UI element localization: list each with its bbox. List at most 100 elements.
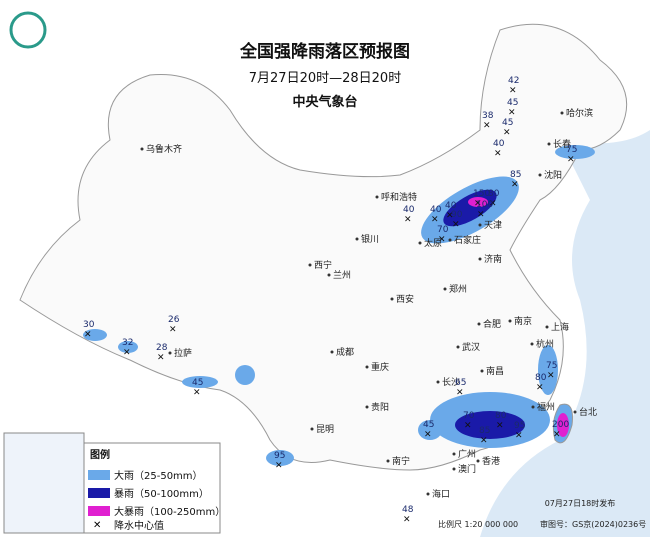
rain-center-value: 75: [566, 145, 577, 155]
city-dot: [478, 223, 482, 227]
rain-center-cross: ✕: [483, 121, 491, 131]
rain-center-value: 80: [535, 373, 547, 383]
rain-center-cross: ✕: [494, 149, 502, 159]
city-label: 杭州: [536, 338, 554, 350]
city-dot: [477, 322, 481, 326]
city-label: 南京: [514, 315, 532, 327]
rain-center-value: 70: [463, 411, 475, 421]
inset-map: [3, 432, 85, 534]
rain-center-cross: ✕: [193, 388, 201, 398]
city-dot: [531, 405, 535, 409]
legend-swatch: [88, 506, 110, 516]
title: 全国强降雨落区预报图: [239, 41, 410, 62]
rain-center-value: 150: [473, 189, 490, 199]
city-label: 哈尔滨: [566, 107, 593, 119]
city-label: 南宁: [392, 455, 410, 467]
city-label: 天津: [484, 220, 502, 231]
city-label: 台北: [579, 406, 597, 418]
heavy-rain-area: [235, 365, 255, 385]
sea: [480, 130, 650, 537]
rain-center-cross: ✕: [511, 180, 519, 190]
rain-center-cross: ✕: [438, 235, 446, 245]
rain-center-cross: ✕: [496, 421, 504, 431]
rain-center-cross: ✕: [84, 330, 92, 340]
city-dot: [355, 237, 359, 241]
rain-center-value: 40: [403, 205, 415, 215]
city-dot: [476, 459, 480, 463]
rain-areas: [83, 145, 595, 466]
legend-item: 降水中心值: [114, 519, 164, 532]
city-dot: [418, 241, 422, 245]
city-label: 长春: [553, 138, 571, 150]
city-label: 福州: [537, 401, 555, 413]
city-dot: [480, 369, 484, 373]
city-label: 郑州: [449, 283, 467, 295]
issued-time: 07月27日18时发布: [545, 498, 616, 508]
city-label: 成都: [336, 346, 354, 358]
city-label: 重庆: [371, 361, 389, 373]
rain-center-cross: ✕: [424, 430, 432, 440]
legend-item: 大雨（25-50mm）: [114, 469, 203, 482]
city-dot: [508, 319, 512, 323]
city-dot: [448, 238, 452, 242]
rain-center-cross: ✕: [474, 199, 482, 209]
city-label: 香港: [482, 455, 500, 467]
city-dot: [573, 410, 577, 414]
city-label: 上海: [551, 321, 569, 333]
rain-center-value: 38: [482, 111, 494, 121]
legend-item: 暴雨（50-100mm）: [114, 488, 209, 500]
city-dot: [375, 195, 379, 199]
city-label: 武汉: [462, 341, 480, 353]
rain-center-cross: ✕: [477, 210, 485, 220]
rain-center-cross: ✕: [404, 215, 412, 225]
rain-center-cross: ✕: [503, 128, 511, 138]
legend-swatch: [88, 488, 110, 498]
heavy-rain-area: [182, 376, 218, 388]
city-dot: [365, 405, 369, 409]
logo: [9, 11, 47, 49]
rain-center-value: 70: [437, 225, 449, 235]
china-outline: [19, 23, 628, 471]
rain-center-value: 30: [83, 320, 95, 330]
city-dot: [310, 427, 314, 431]
rain-center-cross: ✕: [509, 86, 517, 96]
city-label: 海口: [432, 488, 450, 500]
city-label: 西安: [396, 293, 414, 305]
city-label: 拉萨: [174, 347, 192, 359]
rain-center-value: 26: [168, 315, 180, 325]
rain-center-cross: ✕: [480, 436, 488, 446]
rain-center-value: 40: [493, 139, 505, 149]
rain-center-value: 42: [508, 76, 519, 86]
city-dot: [330, 350, 334, 354]
city-dot: [547, 142, 551, 146]
rain-center-cross: ✕: [536, 383, 544, 393]
rain-center-cross: ✕: [547, 371, 555, 381]
rain-center-value: 45: [507, 98, 518, 108]
rain-center-value: 85: [479, 426, 490, 436]
rain-center-value: 80: [495, 411, 507, 421]
city-label: 合肥: [483, 318, 501, 330]
rain-center-value: 45: [423, 420, 434, 430]
city-label: 济南: [484, 253, 502, 265]
city-dot: [545, 325, 549, 329]
city-label: 乌鲁木齐: [146, 143, 182, 155]
city-label: 太原: [424, 237, 442, 249]
map-number: 审图号：GS京(2024)0236号: [540, 519, 646, 529]
rain-center-value: 75: [546, 361, 557, 371]
city-dot: [452, 452, 456, 456]
city-label: 银川: [361, 233, 379, 245]
legend: 图例 ✕ 大雨（25-50mm） 暴雨（50-100mm） 大暴雨（100-25…: [3, 432, 225, 534]
rain-center-cross: ✕: [123, 348, 131, 358]
city-dot: [168, 351, 172, 355]
heavy-rain-area: [555, 145, 595, 159]
rain-center-cross: ✕: [489, 199, 497, 209]
date-range: 7月27日20时—28日20时: [249, 71, 401, 86]
city-dot: [452, 467, 456, 471]
rain-center-value: 40: [445, 201, 457, 211]
rain-center-value: 48: [402, 505, 414, 515]
severe-rainstorm-area: [468, 197, 488, 207]
rain-center-value: 200: [552, 420, 569, 430]
issuer: 中央气象台: [292, 94, 357, 110]
heavy-rain-area: [538, 345, 558, 395]
city-dot: [386, 459, 390, 463]
